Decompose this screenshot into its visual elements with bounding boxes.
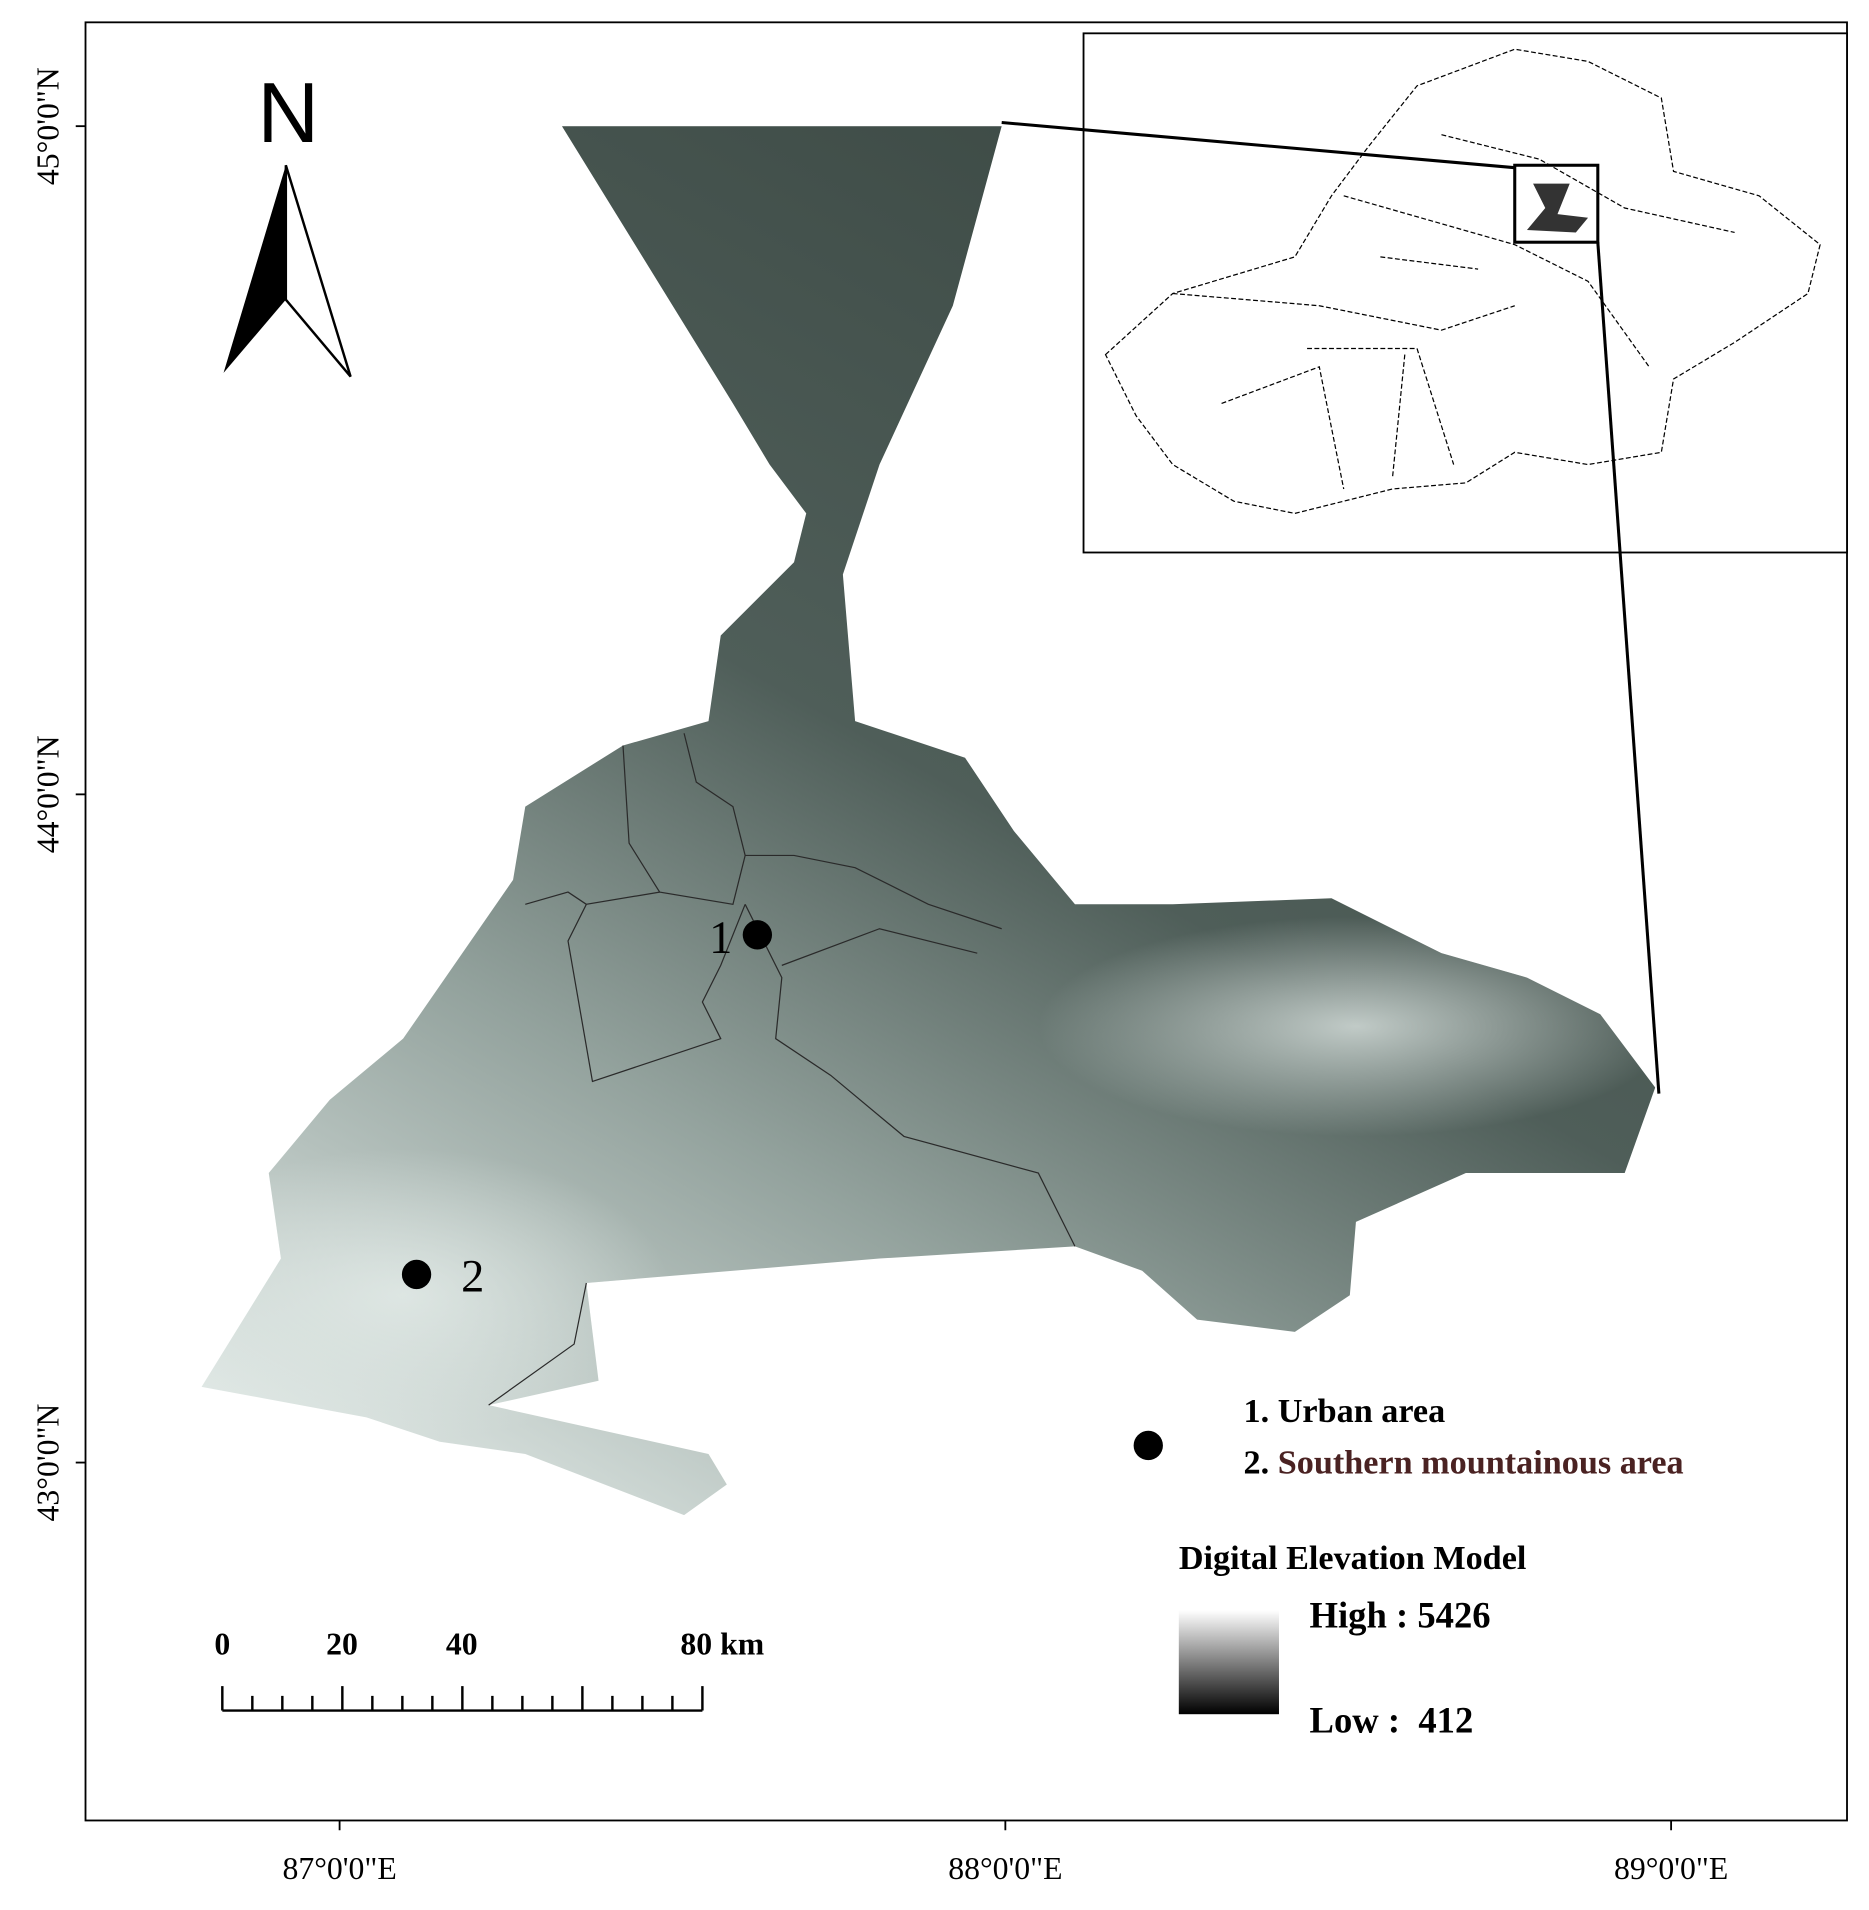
inset-locator bbox=[1513, 163, 1600, 244]
connector-line bbox=[1001, 120, 1515, 170]
coordinate-ticks bbox=[75, 125, 1673, 1831]
legend-ramp bbox=[1178, 1610, 1279, 1715]
legend-item: 2. Southern mountainous area bbox=[1244, 1445, 1684, 1482]
site-marker bbox=[742, 920, 773, 950]
site-label: 2 bbox=[461, 1252, 484, 1303]
legend-low: Low : 412 bbox=[1310, 1700, 1474, 1741]
scale-label: 0 bbox=[214, 1626, 230, 1661]
inset-map bbox=[1104, 48, 1821, 515]
boundary bbox=[567, 891, 746, 1083]
longitude-label: 87°0'0"E bbox=[282, 1851, 396, 1886]
legend-marker bbox=[1133, 1430, 1163, 1461]
site-marker bbox=[401, 1259, 432, 1290]
site-label: 1 bbox=[709, 913, 732, 964]
map-frame bbox=[84, 21, 1848, 1822]
boundary bbox=[781, 928, 978, 966]
legend-number: 1. bbox=[1244, 1393, 1270, 1430]
boundary bbox=[683, 733, 746, 856]
legend-high: High : 5426 bbox=[1310, 1594, 1491, 1635]
longitude-label: 88°0'0"E bbox=[948, 1851, 1062, 1886]
latitude-label: 45°0'0"N bbox=[31, 67, 66, 185]
district-boundaries bbox=[488, 733, 1076, 1406]
inset-region bbox=[1526, 183, 1589, 233]
legend-item: 1. Urban area bbox=[1244, 1393, 1446, 1430]
legend-title: Digital Elevation Model bbox=[1179, 1540, 1527, 1577]
legend-label: Southern mountainous area bbox=[1278, 1445, 1684, 1482]
boundary bbox=[525, 891, 587, 905]
legend-number: 2. bbox=[1244, 1445, 1270, 1482]
latitude-label: 44°0'0"N bbox=[31, 735, 66, 853]
scale-label: 40 bbox=[446, 1626, 478, 1661]
ridge bbox=[1038, 916, 1656, 1137]
ridge bbox=[201, 1148, 672, 1442]
connector-line bbox=[1596, 242, 1661, 1094]
province-boundaries bbox=[1172, 134, 1735, 490]
scale-label: 20 bbox=[326, 1626, 358, 1661]
north-arrow-right bbox=[284, 164, 352, 378]
latitude-label: 43°0'0"N bbox=[31, 1404, 66, 1522]
north-arrow-left bbox=[223, 165, 286, 373]
north-label: N bbox=[257, 66, 319, 161]
boundary bbox=[744, 904, 1076, 1247]
legend-label: Urban area bbox=[1278, 1393, 1445, 1430]
scale-bar bbox=[221, 1686, 704, 1712]
boundary bbox=[488, 1282, 587, 1406]
scale-label: 80 km bbox=[680, 1626, 764, 1661]
longitude-label: 89°0'0"E bbox=[1614, 1851, 1728, 1886]
inset-frame bbox=[1082, 32, 1848, 554]
